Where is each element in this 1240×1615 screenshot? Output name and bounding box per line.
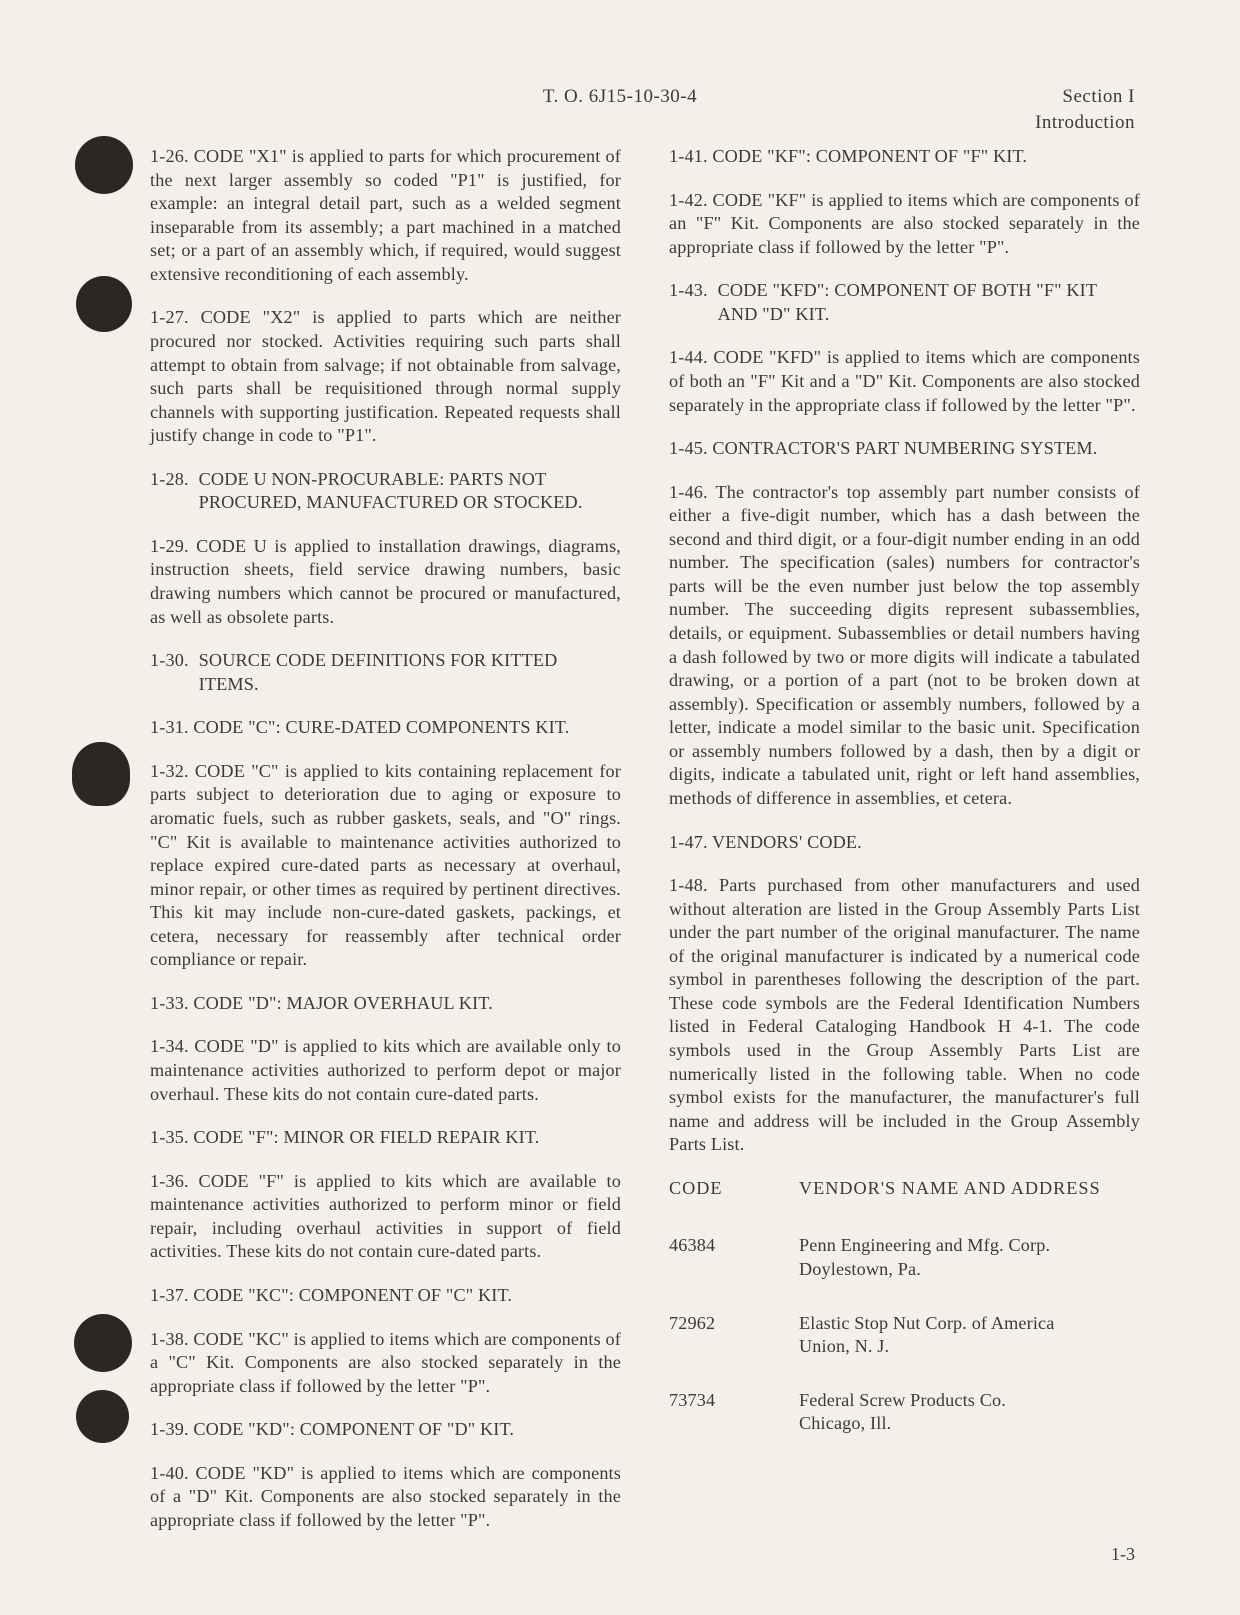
punch-hole <box>76 276 132 332</box>
heading-number: 1-43. <box>669 279 718 326</box>
paragraph: 1-34. CODE "D" is applied to kits which … <box>150 1035 621 1106</box>
vendor-name-line: Federal Screw Products Co. <box>799 1389 1140 1413</box>
paragraph: 1-36. CODE "F" is applied to kits which … <box>150 1170 621 1264</box>
paragraph: 1-42. CODE "KF" is applied to items whic… <box>669 189 1140 260</box>
paragraph: 1-32. CODE "C" is applied to kits contai… <box>150 760 621 972</box>
vendor-code: 72962 <box>669 1312 799 1359</box>
vendor-row: 73734 Federal Screw Products Co. Chicago… <box>669 1389 1140 1436</box>
vendor-code: 46384 <box>669 1234 799 1281</box>
paragraph: 1-26. CODE "X1" is applied to parts for … <box>150 145 621 286</box>
vendor-code: 73734 <box>669 1389 799 1436</box>
paragraph: 1-38. CODE "KC" is applied to items whic… <box>150 1328 621 1399</box>
vendor-name: Penn Engineering and Mfg. Corp. Doylesto… <box>799 1234 1140 1281</box>
section-heading: 1-41. CODE "KF": COMPONENT OF "F" KIT. <box>669 145 1140 169</box>
body-columns: 1-26. CODE "X1" is applied to parts for … <box>150 145 1140 1535</box>
paragraph: 1-44. CODE "KFD" is applied to items whi… <box>669 346 1140 417</box>
vendor-name: Federal Screw Products Co. Chicago, Ill. <box>799 1389 1140 1436</box>
section-heading: 1-28. CODE U NON-PROCURABLE: PARTS NOT P… <box>150 468 621 515</box>
section-heading: 1-35. CODE "F": MINOR OR FIELD REPAIR KI… <box>150 1126 621 1150</box>
paragraph: 1-46. The contractor's top assembly part… <box>669 481 1140 811</box>
section-heading: 1-47. VENDORS' CODE. <box>669 831 1140 855</box>
vendor-name-line: Elastic Stop Nut Corp. of America <box>799 1312 1140 1336</box>
punch-hole <box>74 1314 132 1372</box>
vendor-head-name: VENDOR'S NAME AND ADDRESS <box>799 1177 1140 1201</box>
vendor-table: CODE VENDOR'S NAME AND ADDRESS 46384 Pen… <box>669 1177 1140 1436</box>
punch-hole <box>75 136 133 194</box>
heading-text: CODE "KFD": COMPONENT OF BOTH "F" KIT AN… <box>718 279 1140 326</box>
section-heading: 1-45. CONTRACTOR'S PART NUMBERING SYSTEM… <box>669 437 1140 461</box>
section-line: Introduction <box>1035 110 1135 136</box>
punch-hole <box>72 742 130 806</box>
page-number: 1-3 <box>1111 1544 1135 1565</box>
section-heading: 1-37. CODE "KC": COMPONENT OF "C" KIT. <box>150 1284 621 1308</box>
heading-number: 1-30. <box>150 649 199 696</box>
page-header: T. O. 6J15-10-30-4 Section I Introductio… <box>0 84 1240 144</box>
heading-text: SOURCE CODE DEFINITIONS FOR KITTED ITEMS… <box>199 649 621 696</box>
paragraph: 1-40. CODE "KD" is applied to items whic… <box>150 1462 621 1533</box>
vendor-row: 72962 Elastic Stop Nut Corp. of America … <box>669 1312 1140 1359</box>
section-heading: 1-31. CODE "C": CURE-DATED COMPONENTS KI… <box>150 716 621 740</box>
paragraph: 1-48. Parts purchased from other manufac… <box>669 874 1140 1157</box>
vendor-name-line: Penn Engineering and Mfg. Corp. <box>799 1234 1140 1258</box>
section-label: Section I Introduction <box>1035 84 1135 135</box>
section-heading: 1-33. CODE "D": MAJOR OVERHAUL KIT. <box>150 992 621 1016</box>
vendor-name: Elastic Stop Nut Corp. of America Union,… <box>799 1312 1140 1359</box>
section-heading: 1-30. SOURCE CODE DEFINITIONS FOR KITTED… <box>150 649 621 696</box>
document-page: T. O. 6J15-10-30-4 Section I Introductio… <box>0 0 1240 1615</box>
paragraph: 1-29. CODE U is applied to installation … <box>150 535 621 629</box>
heading-text: CODE U NON-PROCURABLE: PARTS NOT PROCURE… <box>199 468 621 515</box>
vendor-name-line: Union, N. J. <box>799 1335 1140 1359</box>
section-heading: 1-43. CODE "KFD": COMPONENT OF BOTH "F" … <box>669 279 1140 326</box>
punch-hole <box>76 1390 129 1443</box>
paragraph: 1-27. CODE "X2" is applied to parts whic… <box>150 306 621 447</box>
vendor-head-code: CODE <box>669 1177 799 1201</box>
vendor-name-line: Chicago, Ill. <box>799 1412 1140 1436</box>
section-line: Section I <box>1035 84 1135 110</box>
vendor-row: 46384 Penn Engineering and Mfg. Corp. Do… <box>669 1234 1140 1281</box>
vendor-name-line: Doylestown, Pa. <box>799 1258 1140 1282</box>
vendor-table-header: CODE VENDOR'S NAME AND ADDRESS <box>669 1177 1140 1201</box>
section-heading: 1-39. CODE "KD": COMPONENT OF "D" KIT. <box>150 1418 621 1442</box>
heading-number: 1-28. <box>150 468 199 515</box>
